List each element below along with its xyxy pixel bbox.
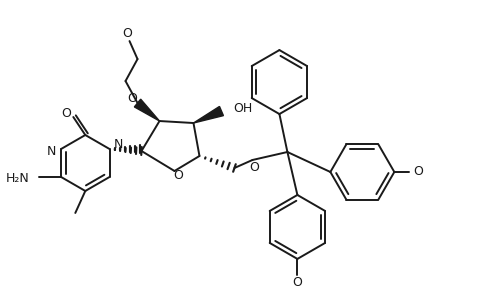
Text: O: O: [123, 27, 132, 40]
Text: O: O: [174, 169, 184, 182]
Polygon shape: [193, 107, 223, 123]
Text: OH: OH: [234, 102, 252, 115]
Text: O: O: [249, 161, 259, 174]
Text: O: O: [127, 91, 137, 105]
Polygon shape: [134, 99, 160, 121]
Text: O: O: [293, 276, 303, 290]
Text: N: N: [47, 145, 56, 157]
Text: H₂N: H₂N: [5, 173, 29, 185]
Text: N: N: [114, 138, 123, 150]
Text: O: O: [413, 165, 423, 178]
Text: O: O: [62, 107, 71, 119]
